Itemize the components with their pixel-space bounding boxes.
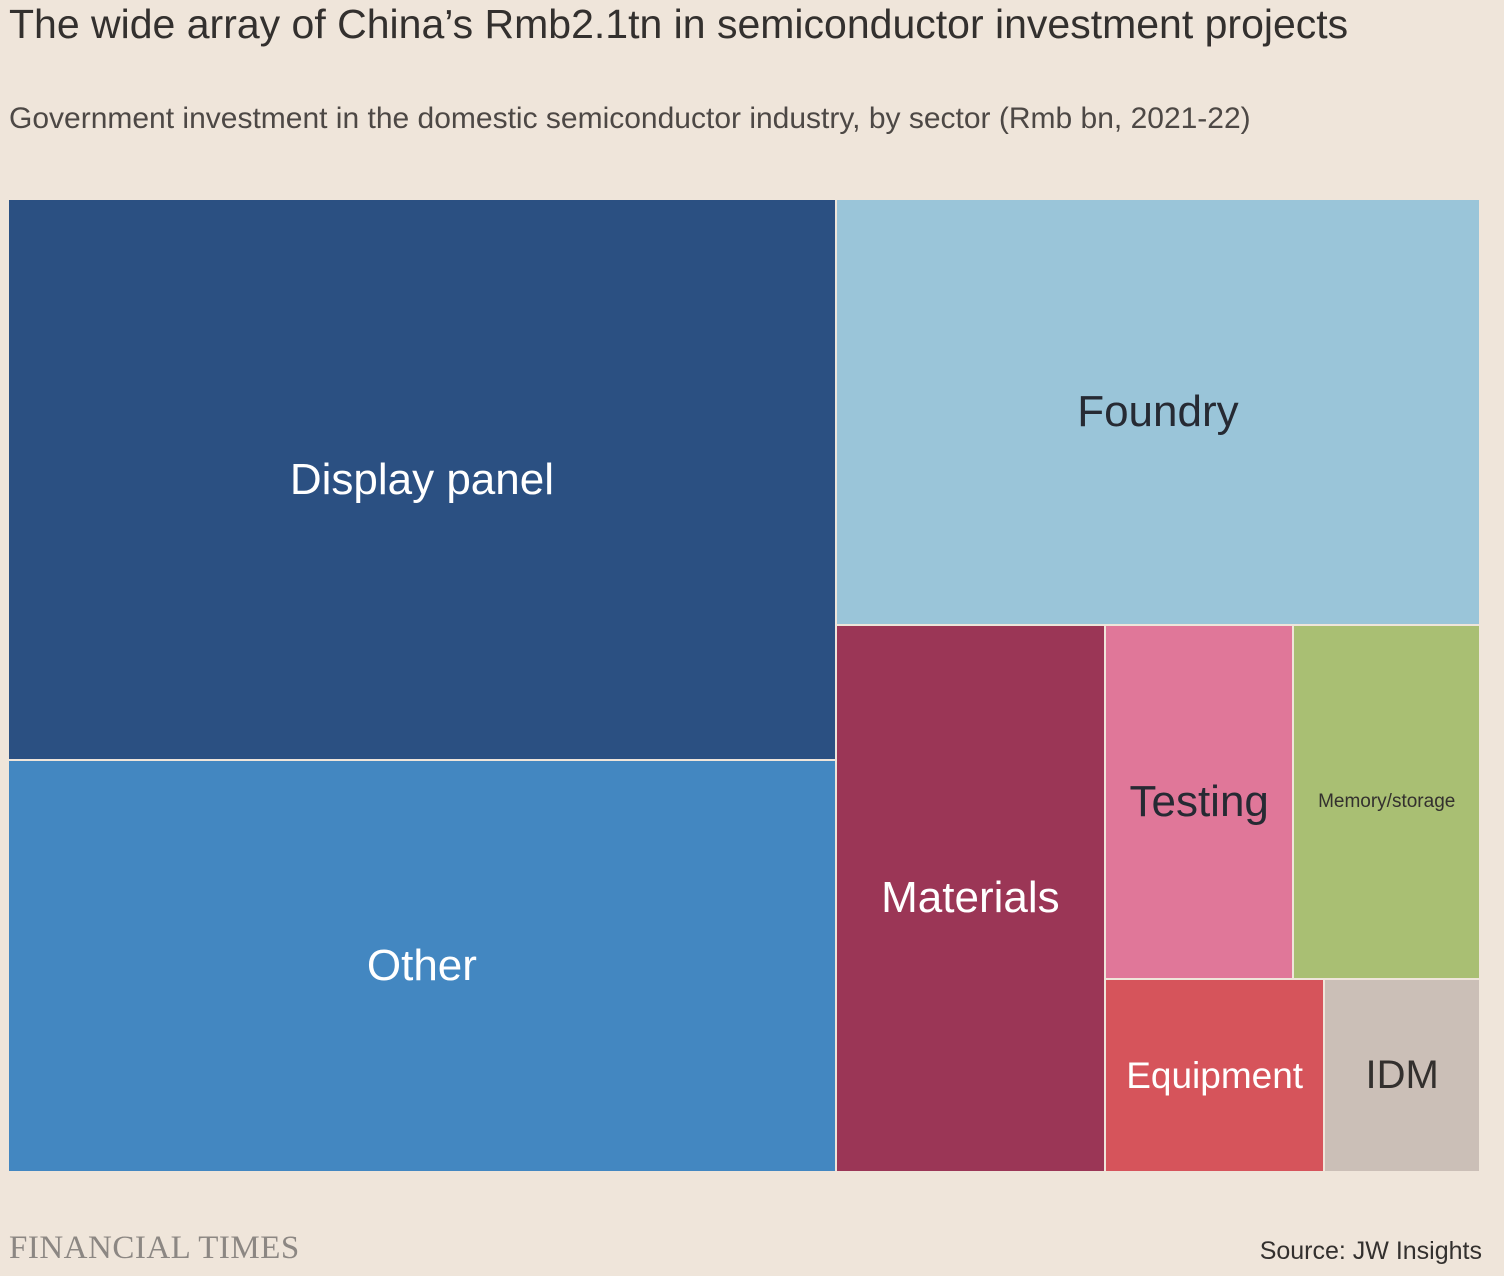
treemap-tile-testing: Testing	[1104, 624, 1294, 980]
financial-times-logo: FINANCIAL TIMES	[9, 1230, 300, 1266]
chart-subtitle: Government investment in the domestic se…	[9, 102, 1251, 135]
treemap-label-display-panel: Display panel	[289, 454, 554, 504]
treemap-label-equipment: Equipment	[1126, 1054, 1304, 1096]
treemap-label-materials: Materials	[881, 873, 1060, 923]
treemap-tile-equipment: Equipment	[1104, 979, 1325, 1172]
treemap-tile-display-panel: Display panel	[8, 199, 836, 761]
treemap-label-memory-storage: Memory/storage	[1318, 790, 1456, 812]
treemap-label-foundry: Foundry	[1077, 386, 1239, 436]
treemap-tile-idm: IDM	[1324, 979, 1480, 1172]
treemap-label-other: Other	[366, 941, 477, 991]
treemap-label-idm: IDM	[1365, 1053, 1439, 1098]
treemap-tile-foundry: Foundry	[835, 199, 1480, 625]
treemap-label-testing: Testing	[1129, 776, 1269, 826]
source-note: Source: JW Insights	[1259, 1237, 1482, 1265]
treemap-tile-other: Other	[8, 760, 836, 1172]
treemap-tile-memory-storage: Memory/storage	[1293, 624, 1480, 980]
treemap-tile-materials: Materials	[835, 624, 1105, 1172]
chart-title: The wide array of China’s Rmb2.1tn in se…	[9, 1, 1349, 47]
